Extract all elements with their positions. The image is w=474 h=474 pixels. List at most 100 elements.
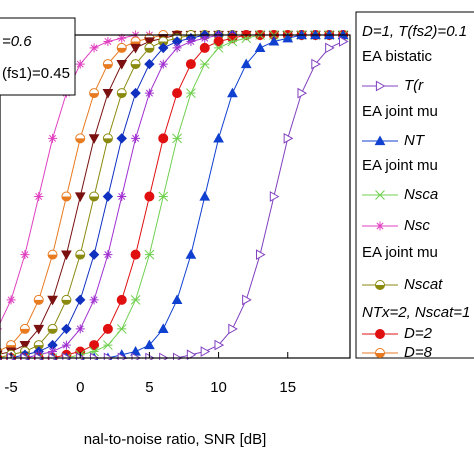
- point: [102, 89, 114, 99]
- marker: [75, 324, 85, 334]
- point: [103, 340, 113, 350]
- point: [75, 133, 86, 144]
- point: [33, 294, 44, 305]
- marker: [157, 323, 169, 334]
- marker: [172, 43, 182, 53]
- marker-fill: [89, 196, 99, 201]
- point: [130, 249, 141, 260]
- point: [102, 323, 113, 334]
- point: [254, 42, 266, 53]
- marker: [116, 133, 127, 144]
- marker: [102, 89, 114, 99]
- marker: [213, 43, 224, 53]
- marker: [158, 191, 169, 202]
- point: [185, 249, 197, 259]
- point: [227, 36, 238, 47]
- point: [213, 132, 224, 143]
- marker-fill: [89, 93, 99, 98]
- point: [158, 133, 169, 144]
- marker-fill: [375, 285, 385, 290]
- point: [74, 192, 86, 203]
- marker: [61, 294, 72, 305]
- marker: [375, 221, 385, 231]
- marker-fill: [200, 43, 210, 53]
- marker: [144, 37, 155, 47]
- marker: [130, 59, 141, 70]
- marker: [116, 42, 127, 53]
- point: [158, 59, 168, 69]
- point: [130, 87, 141, 99]
- marker: [255, 249, 266, 260]
- inset-box: [0, 17, 76, 96]
- point: [186, 36, 196, 46]
- marker-fill: [89, 340, 99, 350]
- marker: [282, 32, 294, 43]
- point: [213, 43, 224, 53]
- marker-fill: [172, 88, 182, 98]
- marker: [61, 191, 72, 202]
- legend-label: Nsc: [404, 217, 430, 234]
- point: [75, 59, 85, 69]
- marker: [158, 42, 169, 54]
- point: [34, 192, 44, 201]
- marker: [75, 294, 86, 306]
- point: [269, 191, 280, 202]
- marker: [268, 35, 280, 46]
- marker: [158, 133, 169, 144]
- point: [89, 88, 100, 99]
- point: [61, 323, 72, 335]
- point: [102, 59, 113, 70]
- legend-label: D=8: [404, 344, 433, 361]
- point: [116, 88, 127, 99]
- legend-label: T(r: [404, 77, 424, 94]
- point: [130, 59, 141, 70]
- point: [47, 295, 58, 306]
- marker-fill: [34, 299, 44, 305]
- legend-label: D=2: [404, 325, 433, 342]
- marker: [61, 250, 72, 261]
- marker: [103, 340, 113, 350]
- legend-heading: EA bistatic: [362, 48, 433, 65]
- marker-fill: [20, 328, 30, 334]
- marker-fill: [131, 250, 141, 260]
- marker: [227, 36, 238, 47]
- marker-fill: [144, 192, 154, 201]
- marker: [47, 249, 58, 260]
- point: [255, 249, 266, 260]
- marker: [186, 349, 197, 360]
- x-tick-label: -5: [4, 379, 17, 396]
- point: [0, 357, 2, 360]
- marker: [102, 191, 114, 202]
- x-tick-label: 0: [76, 379, 84, 396]
- point: [75, 324, 85, 334]
- point: [33, 324, 45, 335]
- marker-fill: [103, 324, 113, 334]
- point: [103, 36, 113, 46]
- point: [102, 133, 113, 144]
- point: [88, 134, 100, 144]
- marker: [185, 59, 196, 70]
- marker-fill: [75, 138, 85, 143]
- marker-fill: [375, 353, 385, 358]
- point: [186, 349, 197, 360]
- point: [61, 294, 72, 305]
- point: [282, 32, 294, 43]
- point: [89, 295, 99, 305]
- marker: [75, 249, 86, 260]
- point: [47, 323, 58, 334]
- marker: [19, 323, 30, 334]
- point: [199, 42, 210, 53]
- marker-fill: [131, 64, 141, 69]
- marker: [89, 295, 99, 305]
- point: [117, 192, 127, 201]
- marker: [102, 133, 113, 144]
- point: [144, 339, 155, 350]
- point: [61, 250, 72, 261]
- marker: [213, 132, 224, 143]
- marker: [116, 294, 127, 305]
- legend-label: Nscat: [404, 276, 443, 293]
- marker: [47, 323, 58, 334]
- x-tick-label: 10: [210, 379, 227, 396]
- marker: [74, 192, 86, 203]
- x-tick-label: 15: [279, 379, 296, 396]
